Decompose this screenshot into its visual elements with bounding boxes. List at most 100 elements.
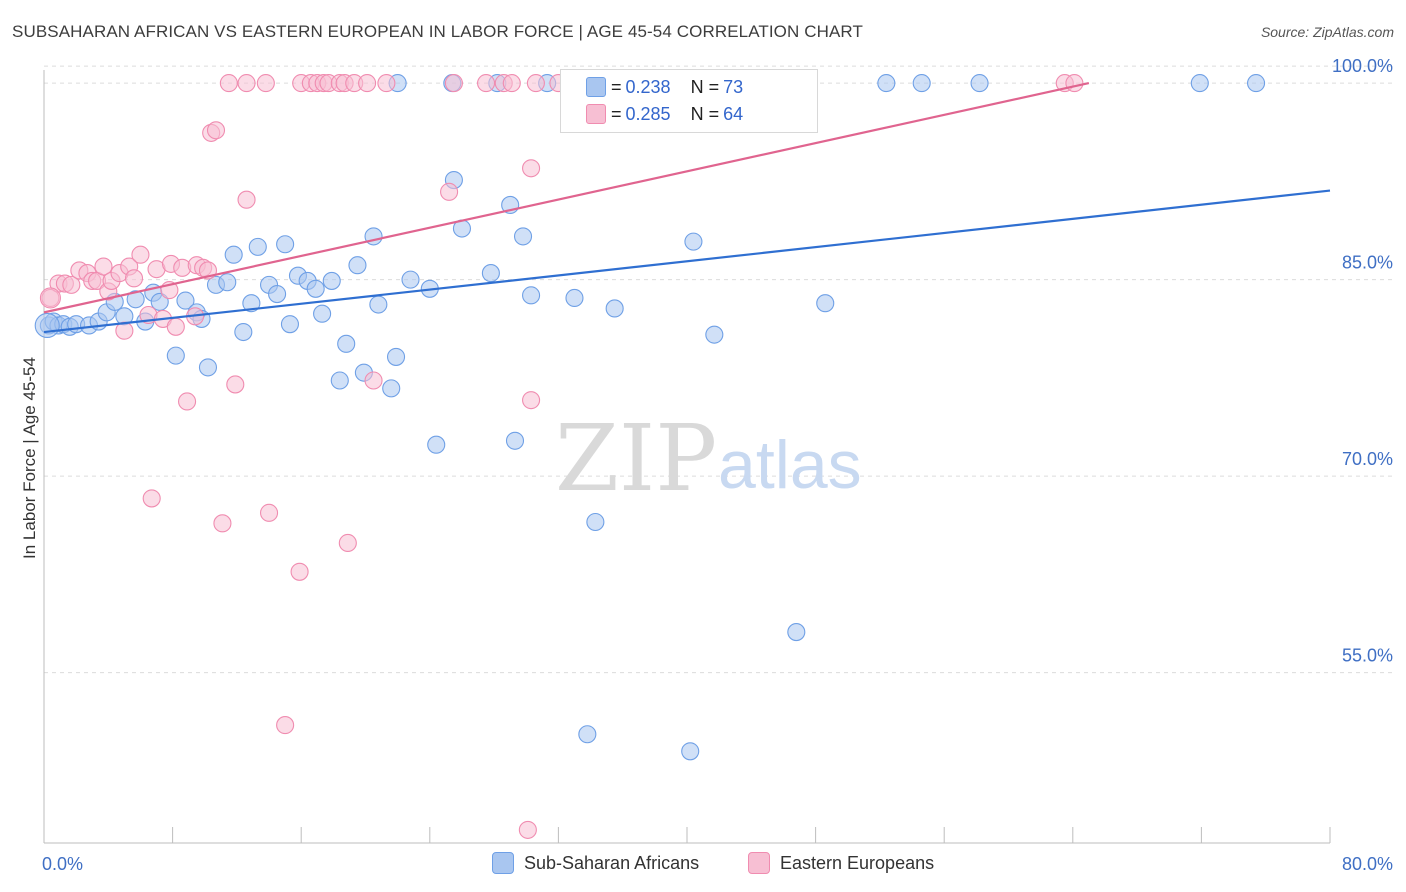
- data-point: [578, 725, 597, 744]
- data-point: [338, 533, 357, 553]
- x-tick-label: 0.0%: [42, 854, 83, 874]
- data-point: [444, 74, 463, 93]
- watermark: ZIP atlas: [555, 405, 862, 512]
- data-point: [358, 74, 377, 93]
- y-tick-label: 70.0%: [1342, 449, 1393, 469]
- data-point: [142, 489, 161, 508]
- data-point: [237, 190, 256, 209]
- data-point: [62, 275, 81, 294]
- stats-r-value: 0.285: [625, 103, 671, 124]
- data-point: [124, 269, 144, 288]
- stats-n-label: N =: [690, 103, 720, 124]
- data-point: [330, 371, 349, 390]
- data-point: [386, 347, 406, 366]
- data-point: [787, 623, 806, 642]
- data-point: [248, 237, 267, 256]
- legend-item-eastern-europeans[interactable]: Eastern Europeans: [748, 852, 934, 874]
- stats-legend: R = 0.238 N = 73 R = 0.285 N = 64: [560, 69, 818, 133]
- data-point: [477, 74, 496, 93]
- legend-label: Eastern Europeans: [780, 852, 935, 873]
- data-point: [218, 273, 237, 292]
- data-point: [586, 512, 605, 532]
- data-point: [259, 503, 279, 522]
- data-point: [313, 304, 332, 323]
- data-point: [280, 315, 299, 334]
- data-point: [234, 322, 253, 342]
- data-point: [377, 74, 396, 93]
- data-point: [382, 379, 401, 398]
- data-point: [502, 74, 521, 93]
- watermark-zip: ZIP: [555, 405, 717, 512]
- y-tick-label: 85.0%: [1342, 253, 1393, 273]
- data-point: [605, 299, 624, 318]
- data-point: [505, 431, 525, 450]
- legend-swatch-pink: [748, 852, 770, 874]
- data-point: [481, 264, 500, 283]
- data-point: [34, 312, 60, 339]
- data-point: [565, 288, 584, 308]
- data-point: [150, 292, 169, 311]
- data-point: [970, 74, 989, 93]
- data-point: [290, 562, 309, 581]
- chart-source: Source: ZipAtlas.com: [1260, 24, 1394, 40]
- data-point: [364, 371, 383, 390]
- stats-n-label: N =: [690, 76, 720, 97]
- data-point: [440, 182, 459, 201]
- data-point: [166, 317, 185, 336]
- data-point: [522, 391, 541, 410]
- data-point: [522, 159, 541, 178]
- data-point: [213, 514, 232, 533]
- data-point: [816, 294, 835, 313]
- series-eastern-europeans: [39, 74, 1084, 839]
- data-point: [126, 290, 145, 309]
- data-point: [226, 375, 245, 394]
- data-point: [518, 820, 537, 839]
- data-point: [369, 295, 388, 314]
- data-point: [912, 74, 931, 93]
- stats-swatch-blue: [586, 77, 606, 97]
- trend-line: [43, 189, 1331, 334]
- trend-line: [43, 82, 1090, 314]
- data-point: [39, 287, 61, 309]
- data-point: [237, 74, 256, 93]
- watermark-atlas: atlas: [718, 427, 862, 503]
- stats-swatch-pink: [586, 104, 606, 124]
- stats-n-value: 64: [723, 103, 744, 124]
- data-point: [306, 279, 325, 298]
- data-point: [276, 235, 295, 254]
- legend-item-sub-saharan-africans[interactable]: Sub-Saharan Africans: [492, 852, 699, 874]
- data-point: [513, 227, 533, 246]
- data-point: [176, 291, 195, 310]
- y-axis-title: In Labor Force | Age 45-54: [20, 357, 39, 559]
- y-tick-label: 100.0%: [1332, 56, 1393, 76]
- data-point: [348, 256, 367, 275]
- stats-row-blue: R = 0.238 N = 73: [586, 74, 744, 100]
- legend-label: Sub-Saharan Africans: [524, 852, 700, 873]
- trend-lines: [43, 82, 1331, 334]
- axes: [43, 70, 1331, 844]
- data-point: [256, 74, 275, 93]
- data-point: [276, 716, 295, 735]
- data-point: [1247, 74, 1266, 93]
- data-point: [178, 392, 197, 411]
- data-point: [1190, 74, 1209, 93]
- data-point: [206, 121, 226, 140]
- data-point: [1065, 74, 1084, 93]
- data-point: [94, 257, 113, 276]
- data-point: [705, 325, 724, 344]
- y-tick-label: 55.0%: [1342, 646, 1393, 666]
- data-point: [322, 271, 341, 290]
- data-point: [198, 358, 218, 377]
- data-point: [131, 245, 150, 264]
- x-tick-label: 80.0%: [1342, 854, 1393, 874]
- legend-swatch-blue: [492, 852, 514, 874]
- data-point: [684, 232, 703, 251]
- stats-n-value: 73: [723, 76, 744, 97]
- data-point: [219, 74, 238, 93]
- data-point: [268, 284, 287, 304]
- chart-title: SUBSAHARAN AFRICAN VS EASTERN EUROPEAN I…: [12, 22, 863, 41]
- bottom-legend: Sub-Saharan Africans Eastern Europeans: [0, 850, 1406, 880]
- data-point: [877, 74, 896, 93]
- data-point: [427, 435, 446, 454]
